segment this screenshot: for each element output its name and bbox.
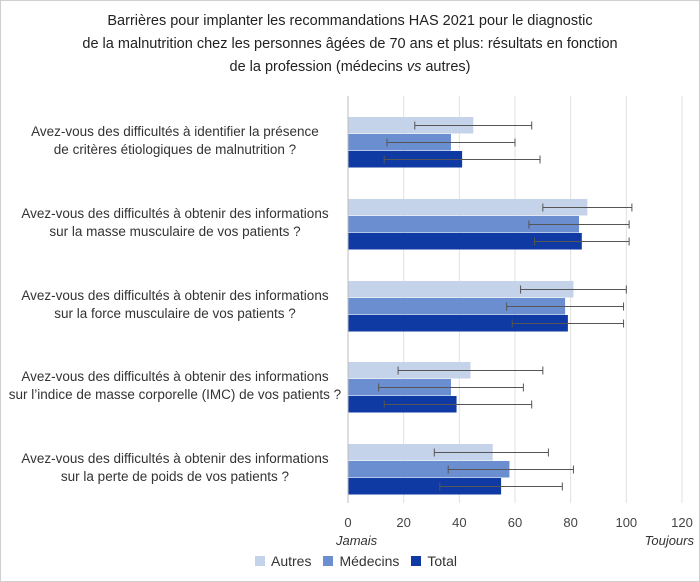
bar-autres-1 (348, 199, 588, 216)
x-tick-label-40: 40 (452, 515, 466, 530)
bar-medecins-1 (348, 216, 580, 233)
legend-label-medecins: Médecins (339, 553, 400, 569)
category-label-1: Avez-vous des difficultés à obtenir des … (21, 206, 328, 239)
x-tick-label-120: 120 (671, 515, 693, 530)
legend-swatch-autres (255, 556, 265, 566)
title-line-1: Barrières pour implanter les recommandat… (107, 13, 593, 29)
category-label-3-line-0: Avez-vous des difficultés à obtenir des … (21, 369, 328, 384)
legend: Autres Médecins Total (255, 553, 457, 569)
category-label-3-line-1: sur l’indice de masse corporelle (IMC) d… (9, 387, 341, 402)
legend-label-total: Total (427, 553, 457, 569)
bar-total-4 (348, 478, 502, 495)
category-label-4-line-1: sur la perte de poids de vos patients ? (61, 469, 289, 484)
bar-autres-2 (348, 281, 574, 298)
category-label-0-line-0: Avez-vous des difficultés à identifier l… (31, 124, 319, 139)
x-end-label-left: Jamais (335, 533, 378, 548)
category-label-2-line-1: sur la force musculaire de vos patients … (54, 306, 296, 321)
chart-title: Barrières pour implanter les recommandat… (40, 10, 660, 79)
bar-total-2 (348, 315, 568, 332)
category-label-1-line-1: sur la masse musculaire de vos patients … (49, 224, 300, 239)
bar-autres-0 (348, 117, 474, 134)
category-label-0: Avez-vous des difficultés à identifier l… (31, 124, 319, 157)
bar-medecins-4 (348, 461, 510, 478)
bar-autres-4 (348, 444, 493, 461)
legend-item-medecins: Médecins (323, 553, 399, 569)
legend-item-autres: Autres (255, 553, 311, 569)
x-tick-label-0: 0 (344, 515, 351, 530)
category-label-0-line-1: de critères étiologiques de malnutrition… (54, 142, 296, 157)
bar-medecins-2 (348, 298, 566, 315)
x-tick-label-100: 100 (615, 515, 637, 530)
x-tick-label-80: 80 (563, 515, 577, 530)
category-label-1-line-0: Avez-vous des difficultés à obtenir des … (21, 206, 328, 221)
legend-swatch-medecins (323, 556, 334, 566)
category-label-2: Avez-vous des difficultés à obtenir des … (21, 288, 328, 321)
legend-label-autres: Autres (271, 553, 312, 569)
title-line-3: de la profession (médecins vs autres) (229, 59, 471, 75)
x-end-label-right: Toujours (645, 533, 695, 548)
category-label-4: Avez-vous des difficultés à obtenir des … (21, 451, 328, 484)
title-line-2: de la malnutrition chez les personnes âg… (82, 36, 618, 52)
legend-item-total: Total (411, 553, 457, 569)
x-tick-label-60: 60 (508, 515, 522, 530)
legend-swatch-total (411, 556, 422, 566)
category-label-2-line-0: Avez-vous des difficultés à obtenir des … (21, 288, 328, 303)
bar-total-1 (348, 233, 582, 250)
x-tick-label-20: 20 (396, 515, 410, 530)
category-label-3: Avez-vous des difficultés à obtenir des … (9, 369, 341, 402)
category-label-4-line-0: Avez-vous des difficultés à obtenir des … (21, 451, 328, 466)
